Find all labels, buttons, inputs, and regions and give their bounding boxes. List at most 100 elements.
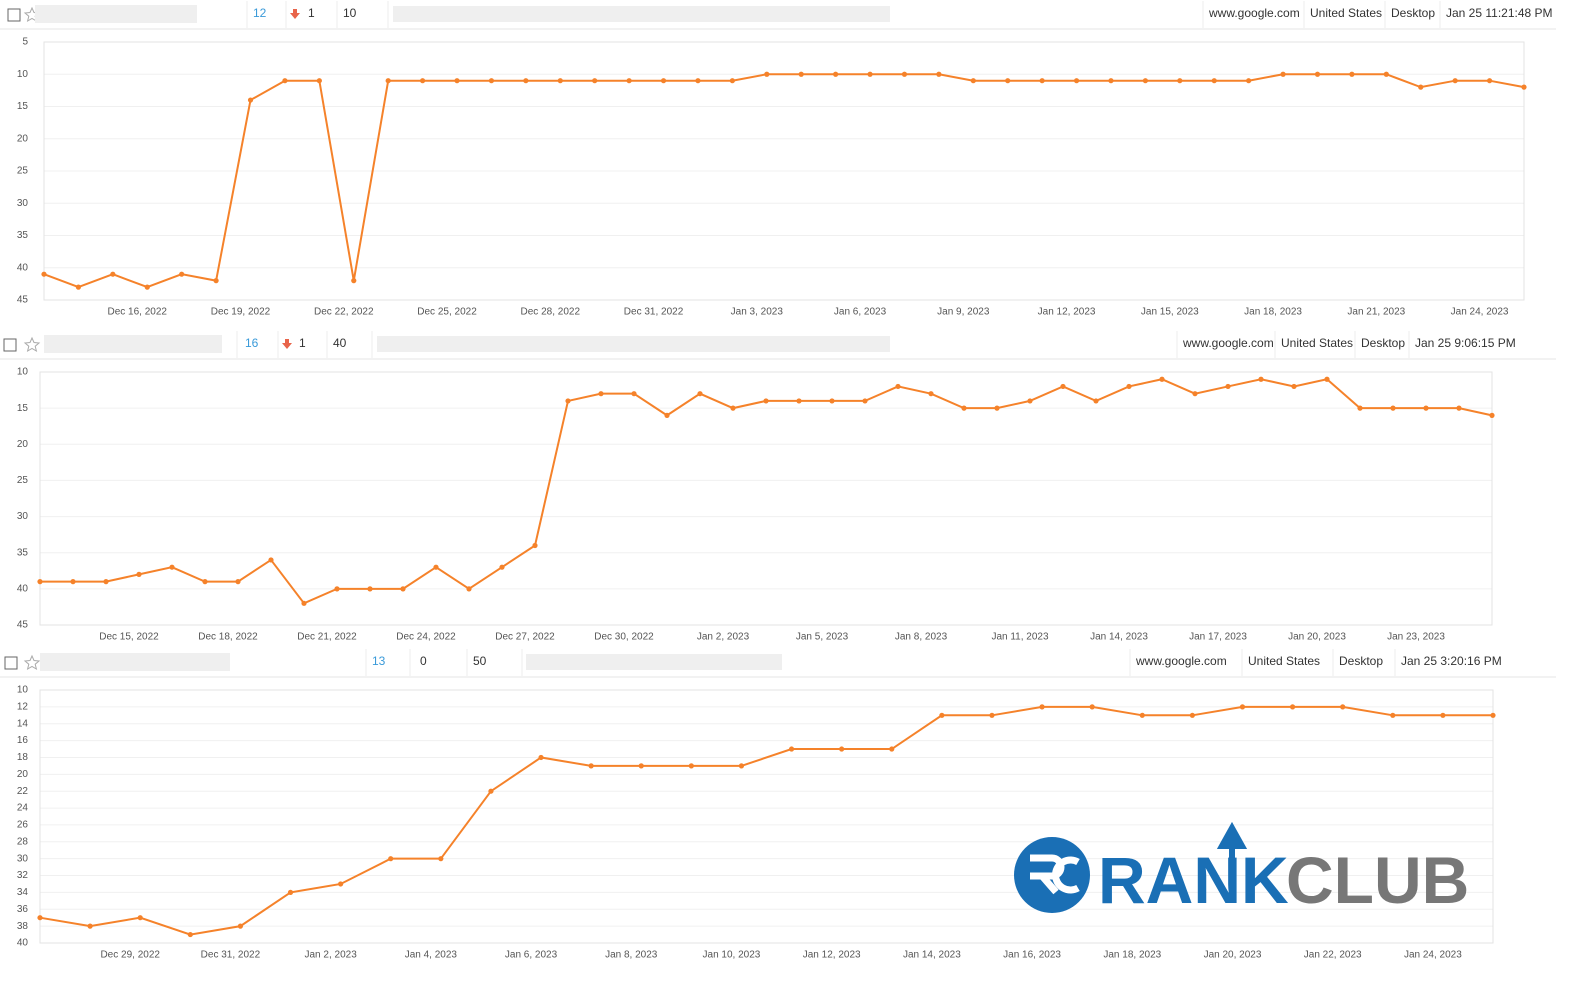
y-tick-label: 30 — [17, 511, 29, 522]
rank-point — [738, 763, 745, 769]
rank-point — [1225, 383, 1231, 390]
x-tick-label: Jan 18, 2023 — [1244, 307, 1302, 318]
blurred-url — [393, 6, 890, 22]
rank-point — [697, 391, 703, 397]
rank-point — [1108, 78, 1114, 84]
rank-point — [939, 712, 945, 718]
rank-point — [1211, 78, 1217, 84]
rank-point — [301, 600, 307, 606]
x-tick-label: Dec 15, 2022 — [99, 632, 159, 643]
star-icon[interactable] — [23, 336, 41, 353]
star-icon[interactable] — [23, 654, 41, 671]
rank-point — [989, 712, 995, 718]
country: United States — [1248, 654, 1320, 668]
rank-point — [213, 278, 219, 284]
rank-point — [626, 78, 632, 84]
rank-point — [1291, 383, 1297, 390]
x-tick-label: Jan 23, 2023 — [1387, 632, 1445, 643]
checkbox[interactable] — [7, 8, 21, 22]
rank-point — [400, 586, 406, 592]
rank-point — [829, 398, 835, 404]
x-tick-label: Dec 30, 2022 — [594, 632, 654, 643]
rank-chart: 5 10 15 20 25 30 35 40 45 Dec 16, 2022 Dec 19, 202… — [17, 37, 1527, 318]
rank-point — [137, 915, 143, 921]
rank-point — [488, 788, 494, 794]
y-tick-label: 35 — [17, 230, 29, 241]
rank-point — [1390, 405, 1396, 411]
rank-point — [202, 579, 208, 585]
rank-point — [144, 284, 150, 290]
y-tick-label: 40 — [17, 583, 29, 594]
y-tick-label: 20 — [17, 769, 29, 780]
rank-point — [1324, 376, 1330, 382]
rank-point — [351, 278, 357, 284]
y-tick-label: 5 — [22, 37, 28, 48]
rank-point — [454, 78, 460, 84]
x-tick-label: Dec 24, 2022 — [396, 632, 456, 643]
y-tick-label: 30 — [17, 853, 29, 864]
y-tick-label: 45 — [17, 295, 29, 306]
x-tick-label: Jan 24, 2023 — [1404, 950, 1462, 961]
change-arrow — [282, 339, 292, 349]
y-tick-label: 38 — [17, 921, 29, 932]
checkbox[interactable] — [3, 338, 17, 352]
rank-point — [592, 78, 598, 84]
rank-point — [1452, 78, 1458, 84]
x-tick-label: Jan 6, 2023 — [834, 307, 887, 318]
x-tick-label: Jan 3, 2023 — [731, 307, 784, 318]
rank-point — [1489, 412, 1495, 418]
rank-point — [889, 746, 895, 752]
x-tick-label: Jan 20, 2023 — [1288, 632, 1346, 643]
search-volume: 50 — [473, 654, 487, 668]
search-engine: www.google.com — [1208, 6, 1300, 20]
y-tick-label: 15 — [17, 101, 29, 112]
rank-point — [282, 78, 288, 84]
check-date: Jan 25 11:21:48 PM — [1446, 6, 1553, 20]
x-tick-label: Jan 6, 2023 — [505, 950, 558, 961]
x-tick-label: Jan 12, 2023 — [1038, 307, 1096, 318]
rank-point — [187, 931, 193, 938]
y-tick-label: 20 — [17, 439, 29, 450]
rank-point — [994, 405, 1000, 411]
rank-point — [638, 763, 644, 769]
rank-point — [901, 71, 908, 77]
rank-point — [316, 78, 322, 84]
y-tick-label: 32 — [17, 870, 29, 881]
x-tick-label: Dec 22, 2022 — [314, 307, 374, 318]
rank-point — [867, 71, 873, 77]
x-tick-label: Dec 25, 2022 — [417, 307, 477, 318]
x-tick-label: Jan 2, 2023 — [304, 950, 357, 961]
rank-point — [1027, 398, 1033, 404]
rank-point — [764, 71, 770, 77]
y-tick-label: 22 — [17, 786, 29, 797]
y-tick-label: 34 — [17, 887, 29, 898]
x-tick-label: Jan 17, 2023 — [1189, 632, 1247, 643]
y-tick-label: 30 — [17, 198, 29, 209]
rank-point — [763, 398, 769, 404]
rank-point — [839, 746, 845, 752]
rank-point — [37, 915, 43, 921]
x-tick-label: Jan 10, 2023 — [703, 950, 761, 961]
rank-point — [1189, 712, 1195, 718]
checkbox[interactable] — [4, 656, 18, 670]
x-tick-label: Jan 20, 2023 — [1204, 950, 1262, 961]
rank-change: 1 — [308, 6, 315, 20]
x-tick-label: Jan 14, 2023 — [903, 950, 961, 961]
rank-point — [532, 542, 538, 549]
rank-point — [1039, 78, 1045, 84]
blurred-url — [526, 654, 782, 670]
rank-point — [268, 557, 274, 563]
x-tick-label: Jan 4, 2023 — [405, 950, 458, 961]
y-tick-label: 25 — [17, 166, 29, 177]
rank-point — [538, 754, 544, 761]
rank-point — [664, 412, 670, 418]
rank-point — [1139, 712, 1145, 718]
rank-point — [631, 391, 637, 397]
check-date: Jan 25 3:20:16 PM — [1401, 654, 1502, 668]
x-tick-label: Jan 8, 2023 — [605, 950, 658, 961]
rank-point — [110, 271, 116, 277]
x-tick-label: Jan 15, 2023 — [1141, 307, 1199, 318]
y-tick-label: 20 — [17, 133, 29, 144]
y-tick-label: 16 — [17, 735, 29, 746]
